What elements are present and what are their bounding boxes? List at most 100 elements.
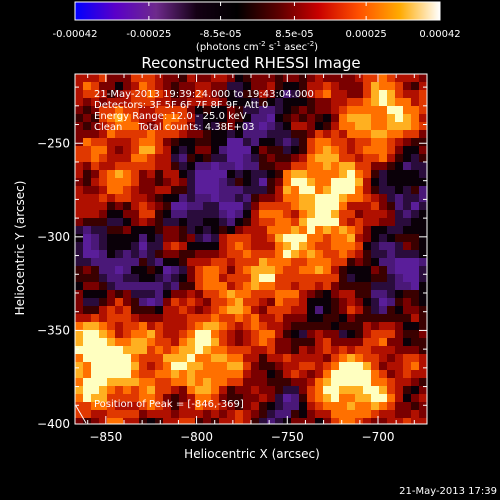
heatmap-cell	[387, 202, 396, 211]
heatmap-cell	[139, 362, 148, 371]
heatmap-cell	[363, 122, 372, 131]
heatmap-cell	[243, 162, 252, 171]
heatmap-cell	[363, 226, 372, 235]
heatmap-cell	[75, 362, 84, 371]
heatmap-cell	[371, 314, 380, 323]
heatmap-cell	[83, 330, 92, 339]
heatmap-cell	[323, 138, 332, 147]
heatmap-cell	[331, 322, 340, 331]
heatmap-cell	[203, 114, 212, 123]
heatmap-cell	[107, 74, 116, 83]
heatmap-cell	[251, 138, 260, 147]
heatmap-cell	[211, 402, 220, 411]
heatmap-cell	[395, 154, 404, 163]
heatmap-cell	[387, 394, 396, 403]
heatmap-cell	[203, 266, 212, 275]
heatmap-cell	[307, 306, 316, 315]
heatmap-cell	[275, 74, 284, 83]
heatmap-cell	[371, 298, 380, 307]
heatmap-cell	[83, 146, 92, 155]
heatmap-cell	[347, 186, 356, 195]
heatmap-cell	[267, 306, 276, 315]
heatmap-cell	[243, 242, 252, 251]
heatmap-cell	[163, 410, 172, 419]
heatmap-cell	[403, 370, 412, 379]
heatmap-cell	[243, 226, 252, 235]
colorbar-unit-label: (photons cm-2 s-1 asec-2)	[196, 40, 318, 53]
heatmap-cell	[395, 314, 404, 323]
heatmap-cell	[195, 194, 204, 203]
heatmap-cell	[123, 82, 132, 91]
heatmap-cell	[131, 338, 140, 347]
heatmap-cell	[83, 74, 92, 83]
heatmap-cell	[219, 130, 228, 139]
heatmap-cell	[147, 346, 156, 355]
heatmap-cell	[83, 194, 92, 203]
heatmap-cell	[411, 114, 420, 123]
heatmap-cell	[299, 266, 308, 275]
heatmap-cell	[243, 82, 252, 91]
heatmap-cell	[115, 402, 124, 411]
heatmap-cell	[123, 226, 132, 235]
heatmap-cell	[219, 290, 228, 299]
heatmap-cell	[75, 330, 84, 339]
heatmap-cell	[155, 130, 164, 139]
heatmap-cell	[227, 370, 236, 379]
heatmap-cell	[283, 82, 292, 91]
heatmap-cell	[379, 322, 388, 331]
heatmap-cell	[283, 186, 292, 195]
heatmap-cell	[387, 114, 396, 123]
heatmap-cell	[99, 346, 108, 355]
heatmap-cell	[115, 74, 124, 83]
heatmap-cell	[163, 90, 172, 99]
heatmap-cell	[363, 394, 372, 403]
heatmap-cell	[203, 146, 212, 155]
heatmap-cell	[227, 338, 236, 347]
heatmap-cell	[267, 314, 276, 323]
heatmap-cell	[195, 418, 204, 424]
heatmap-cell	[75, 394, 84, 403]
heatmap-cell	[331, 402, 340, 411]
heatmap-cell	[323, 346, 332, 355]
heatmap-cell	[323, 362, 332, 371]
heatmap-cell	[187, 354, 196, 363]
heatmap-cell	[275, 170, 284, 179]
heatmap-cell	[403, 114, 412, 123]
heatmap-cell	[403, 98, 412, 107]
heatmap-cell	[275, 258, 284, 267]
heatmap-cell	[75, 234, 84, 243]
heatmap-cell	[363, 338, 372, 347]
heatmap-cell	[147, 362, 156, 371]
heatmap-cell	[83, 266, 92, 275]
heatmap-cell	[243, 394, 252, 403]
heatmap-cell	[211, 274, 220, 283]
heatmap-cell	[123, 378, 132, 387]
heatmap-cell	[99, 362, 108, 371]
heatmap-cell	[203, 354, 212, 363]
heatmap-cell	[299, 170, 308, 179]
heatmap-cell	[219, 226, 228, 235]
heatmap-cell	[347, 146, 356, 155]
heatmap-cell	[123, 394, 132, 403]
heatmap-cell	[259, 306, 268, 315]
heatmap-cell	[411, 266, 420, 275]
heatmap-cell	[411, 178, 420, 187]
heatmap-cell	[123, 154, 132, 163]
heatmap-cell	[195, 346, 204, 355]
heatmap-cell	[283, 162, 292, 171]
heatmap-cell	[171, 162, 180, 171]
heatmap-cell	[115, 82, 124, 91]
heatmap-cell	[331, 370, 340, 379]
heatmap-cell	[347, 282, 356, 291]
heatmap-cell	[235, 258, 244, 267]
heatmap-cell	[163, 138, 172, 147]
heatmap-cell	[75, 258, 84, 267]
heatmap-cell	[187, 306, 196, 315]
heatmap-cell	[139, 410, 148, 419]
heatmap-cell	[299, 306, 308, 315]
heatmap-cell	[195, 114, 204, 123]
heatmap-cell	[379, 386, 388, 395]
heatmap-cell	[107, 194, 116, 203]
heatmap-cell	[379, 130, 388, 139]
heatmap-cell	[331, 242, 340, 251]
